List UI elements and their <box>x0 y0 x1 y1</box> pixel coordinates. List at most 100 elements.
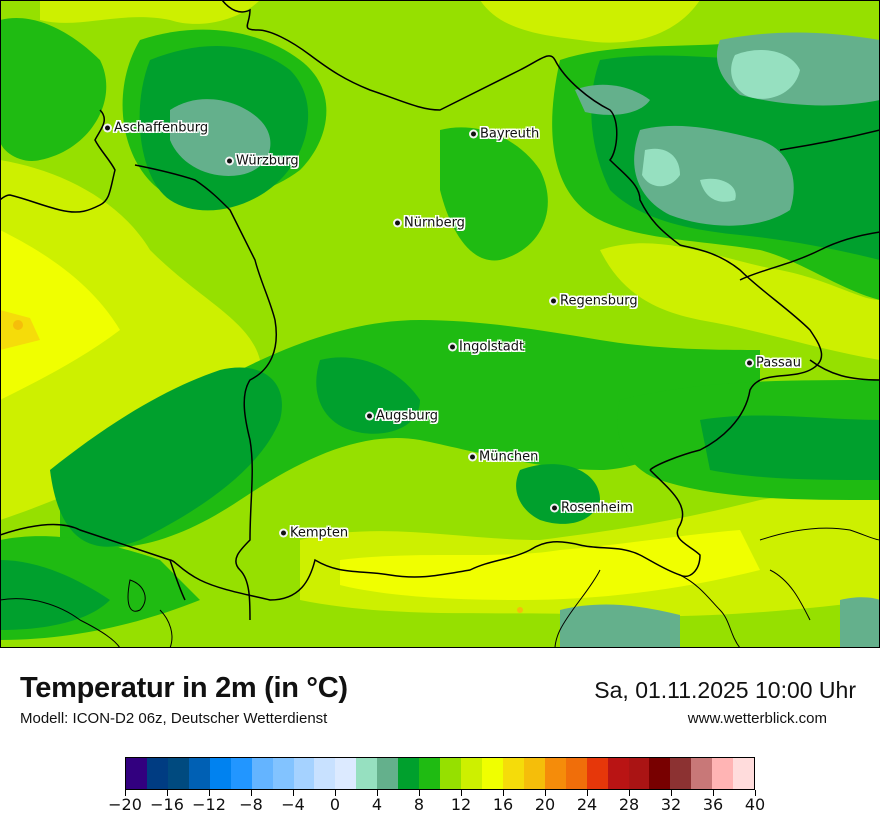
colorbar-tick-label: −8 <box>239 795 263 814</box>
temperature-colorbar <box>125 757 755 790</box>
colorbar-bin <box>502 758 524 789</box>
colorbar-tick-label: 20 <box>534 795 556 814</box>
city-dot-icon <box>552 505 557 511</box>
colorbar-bin <box>523 758 545 789</box>
city-marker-passau: Passau <box>747 356 801 371</box>
city-marker-bayreuth: Bayreuth <box>471 127 539 142</box>
colorbar-tick <box>629 790 630 796</box>
city-dot-icon <box>227 158 232 164</box>
district-borders <box>0 527 880 648</box>
colorbar-bin <box>167 758 189 789</box>
city-label: Würzburg <box>236 153 299 169</box>
colorbar-tick <box>587 790 588 796</box>
colorbar-bin <box>670 758 692 789</box>
city-marker-augsburg: Augsburg <box>367 409 438 424</box>
colorbar-tick-label: 32 <box>660 795 682 814</box>
model-source: Modell: ICON-D2 06z, Deutscher Wetterdie… <box>20 710 328 727</box>
colorbar-tick <box>419 790 420 796</box>
colorbar-bin <box>188 758 210 789</box>
colorbar-bin <box>419 758 441 789</box>
colorbar-bin <box>230 758 252 789</box>
colorbar-bin <box>377 758 399 789</box>
city-dot-icon <box>395 220 400 226</box>
colorbar-bin <box>649 758 671 789</box>
city-label: Regensburg <box>560 293 638 309</box>
colorbar-bin <box>440 758 461 789</box>
city-dot-icon <box>551 298 556 304</box>
colorbar-bin <box>481 758 503 789</box>
colorbar-tick-label: 8 <box>413 795 425 814</box>
colorbar-bin <box>335 758 357 789</box>
colorbar-bin <box>565 758 587 789</box>
colorbar-bin <box>712 758 734 789</box>
city-dot-icon <box>105 125 110 131</box>
city-dot-icon <box>281 530 286 536</box>
city-label: Passau <box>756 355 801 371</box>
colorbar-bin <box>398 758 420 789</box>
city-marker-aschaffenburg: Aschaffenburg <box>105 121 208 136</box>
city-label: Aschaffenburg <box>114 120 209 136</box>
city-label: Nürnberg <box>404 215 465 231</box>
colorbar-tick-label: 24 <box>576 795 598 814</box>
city-dot-icon <box>471 131 476 137</box>
colorbar-bin <box>356 758 378 789</box>
colorbar-tick <box>545 790 546 796</box>
colorbar-bin <box>293 758 315 789</box>
city-label: Rosenheim <box>561 500 633 516</box>
city-marker-wuerzburg: Würzburg <box>227 154 299 169</box>
city-marker-regensburg: Regensburg <box>551 294 638 309</box>
colorbar-bin <box>314 758 336 789</box>
colorbar-tick <box>671 790 672 796</box>
colorbar-tick-label: −12 <box>192 795 226 814</box>
city-label: Augsburg <box>376 408 439 424</box>
temperature-map: Aschaffenburg Würzburg Bayreuth Nürnberg… <box>0 0 880 648</box>
colorbar-tick-label: 12 <box>450 795 472 814</box>
city-dot-icon <box>450 344 455 350</box>
colorbar-bin <box>544 758 566 789</box>
colorbar-bin <box>733 758 755 789</box>
colorbar-tick <box>335 790 336 796</box>
colorbar-bin <box>272 758 294 789</box>
city-marker-muenchen: München <box>470 450 538 465</box>
city-dot-icon <box>367 413 372 419</box>
colorbar-tick-label: 0 <box>329 795 341 814</box>
colorbar-tick <box>293 790 294 796</box>
colorbar-tick-label: 36 <box>702 795 724 814</box>
colorbar-tick <box>503 790 504 796</box>
colorbar-tick <box>377 790 378 796</box>
colorbar-bin <box>461 758 482 789</box>
colorbar-tick-label: −16 <box>150 795 184 814</box>
colorbar-tick-label: 40 <box>744 795 766 814</box>
colorbar-tick-label: −4 <box>281 795 305 814</box>
colorbar-tick-label: −20 <box>108 795 142 814</box>
colorbar-ticks: −20 −16 −12 −8 −4 0 4 8 12 16 20 24 28 32 36 40 <box>108 790 765 830</box>
city-dot-icon <box>470 454 475 460</box>
city-label: Ingolstadt <box>459 339 525 355</box>
city-dot-icon <box>747 360 752 366</box>
colorbar-tick <box>755 790 756 796</box>
city-marker-ingolstadt: Ingolstadt <box>450 340 524 355</box>
city-marker-kempten: Kempten <box>281 526 348 541</box>
city-marker-rosenheim: Rosenheim <box>552 501 633 516</box>
colorbar-tick <box>167 790 168 796</box>
colorbar-bin <box>691 758 713 789</box>
city-label: München <box>479 449 539 465</box>
colorbar-bin <box>607 758 629 789</box>
city-label: Bayreuth <box>480 126 540 142</box>
colorbar-bin <box>209 758 231 789</box>
colorbar-tick <box>713 790 714 796</box>
colorbar-tick <box>125 790 126 796</box>
colorbar-tick <box>251 790 252 796</box>
city-marker-nuernberg: Nürnberg <box>395 216 465 231</box>
colorbar-bin <box>586 758 608 789</box>
temperature-field <box>0 0 880 648</box>
colorbar-bin <box>628 758 650 789</box>
colorbar-bin <box>126 758 147 789</box>
colorbar-bin <box>146 758 168 789</box>
map-title: Temperatur in 2m (in °C) <box>20 672 348 704</box>
colorbar-tick <box>209 790 210 796</box>
website-credit: www.wetterblick.com <box>687 710 827 727</box>
valid-time: Sa, 01.11.2025 10:00 Uhr <box>594 677 856 703</box>
colorbar-tick-label: 4 <box>371 795 383 814</box>
city-label: Kempten <box>290 525 349 541</box>
